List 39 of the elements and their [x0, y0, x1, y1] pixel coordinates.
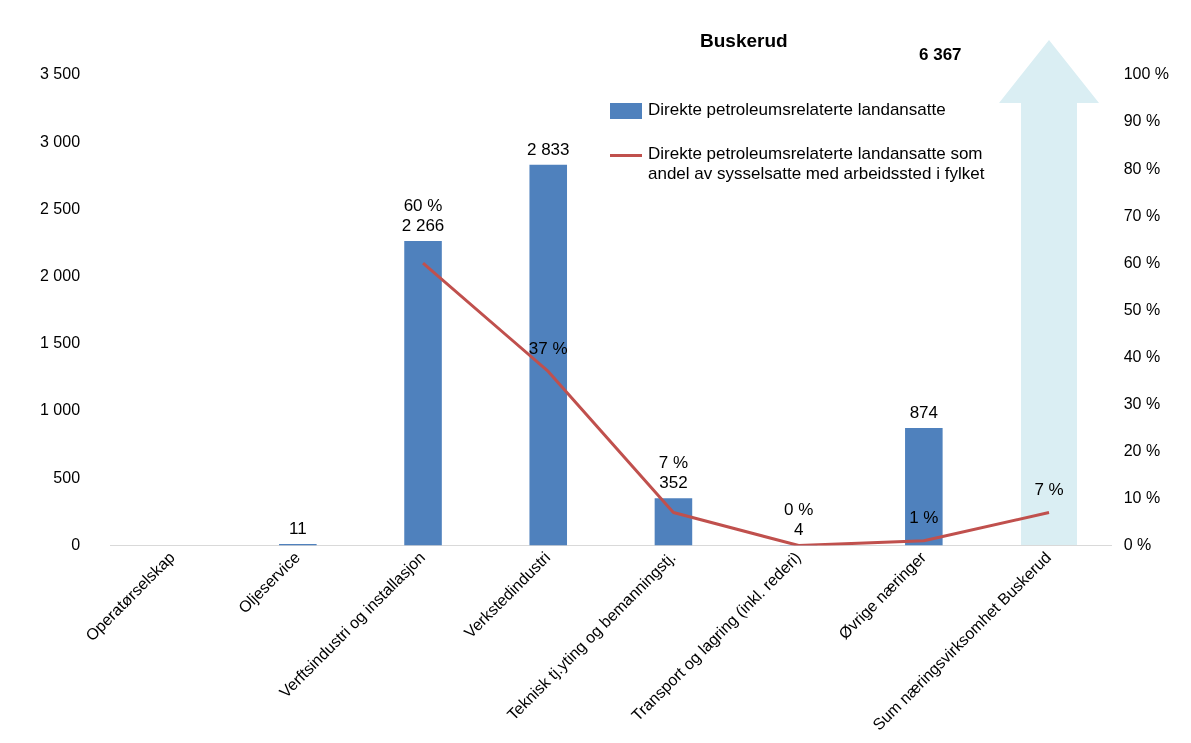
y-tick-label: 500 [53, 468, 81, 486]
bar [654, 498, 693, 546]
data-label: 2 266 [401, 216, 445, 236]
data-label: 0 % [783, 500, 814, 520]
y2-tick-label: 0 % [1123, 535, 1152, 553]
y-tick-label: 3 500 [39, 65, 81, 83]
data-label: 352 [659, 473, 688, 493]
y-tick-label: 1 000 [39, 401, 81, 419]
y2-tick-label: 80 % [1123, 159, 1161, 177]
y2-tick-label: 40 % [1123, 347, 1161, 365]
data-label: 7 % [1034, 479, 1064, 499]
y2-tick-label: 100 % [1123, 65, 1170, 83]
bar [529, 164, 568, 546]
y2-tick-label: 90 % [1123, 112, 1161, 130]
y2-tick-label: 70 % [1123, 206, 1161, 224]
data-label: 60 % [403, 196, 443, 216]
data-label: 1 % [909, 507, 939, 527]
y-tick-label: 3 000 [39, 132, 81, 150]
y-tick-label: 2 500 [39, 199, 81, 217]
data-label: 2 833 [526, 139, 570, 159]
text: 6 367 [919, 45, 962, 65]
y2-tick-label: 20 % [1123, 441, 1161, 459]
data-label: 4 [793, 520, 804, 540]
data-label: 874 [909, 403, 939, 423]
y-tick-label: 1 500 [39, 334, 81, 352]
bar [905, 428, 943, 546]
data-label: 7 % [658, 453, 689, 473]
legend-label: Direkte petroleumsrelaterte landansatte som andel av sysselsatte med arbeidssted i fylket [648, 144, 986, 184]
bar [404, 240, 442, 546]
y2-tick-label: 10 % [1123, 488, 1161, 506]
data-label: 37 % [528, 338, 568, 358]
chart-title: Buskerud [700, 30, 788, 52]
y-tick-label: 2 000 [39, 267, 81, 285]
y-tick-label: 0 [71, 535, 81, 553]
legend-label: Direkte petroleumsrelaterte landansatte [648, 100, 946, 120]
y2-tick-label: 60 % [1123, 253, 1161, 271]
y2-tick-label: 30 % [1123, 394, 1161, 412]
y2-tick-label: 50 % [1123, 300, 1161, 318]
data-label: 11 [289, 519, 307, 539]
